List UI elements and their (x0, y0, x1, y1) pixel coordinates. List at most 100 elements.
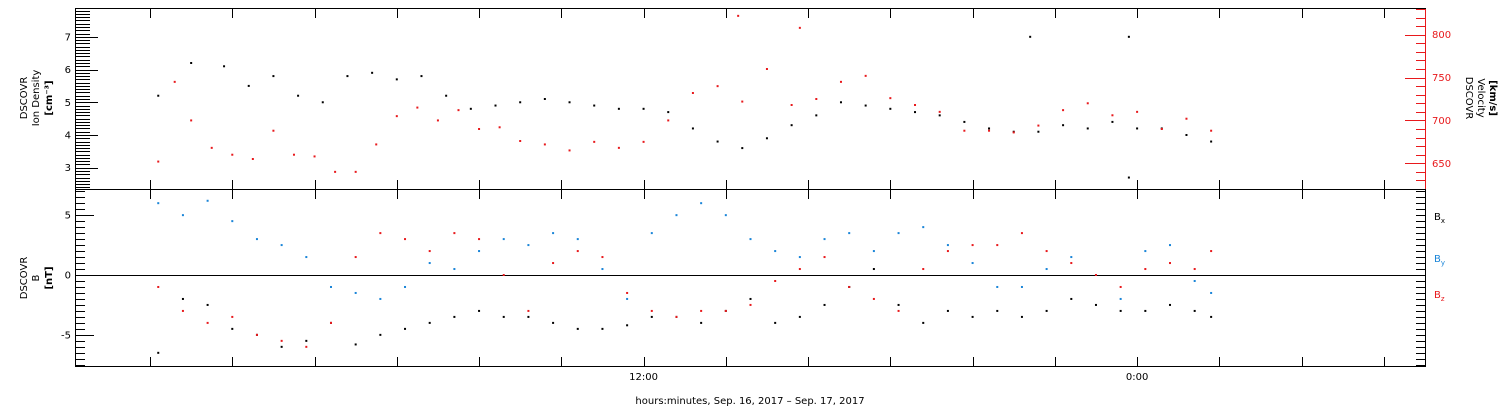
bx-point (1119, 309, 1122, 312)
velocity-point (292, 153, 295, 156)
bx-point (206, 303, 209, 306)
plasma-ylabel-left-line1: DSCOVR (19, 77, 30, 120)
plasma-ylabel-right-line2: Velocity (1475, 78, 1486, 117)
x-tick-label: 12:00 (629, 372, 658, 383)
velocity-point (498, 126, 501, 129)
bx-point (749, 297, 752, 300)
bx-point (576, 327, 579, 330)
velocity-point (1111, 114, 1114, 117)
bx-point (626, 324, 629, 327)
legend-bx: Bx (1434, 212, 1445, 225)
field-ylabel-line1: DSCOVR (19, 257, 30, 300)
data-points (157, 14, 1213, 354)
density-point (1111, 120, 1114, 123)
by-point (724, 214, 727, 217)
velocity-point (1037, 124, 1040, 127)
by-point (848, 232, 851, 235)
density-point (1062, 124, 1065, 127)
by-point (428, 262, 431, 265)
density-point (543, 98, 546, 100)
bz-point (404, 238, 407, 241)
by-point (576, 238, 579, 241)
y-tick-label-left: 3 (65, 163, 71, 174)
by-point (305, 256, 308, 259)
density-point (223, 65, 226, 68)
bz-point (478, 238, 481, 241)
bz-point (329, 321, 332, 324)
velocity-point (889, 97, 892, 100)
velocity-point (519, 140, 522, 142)
density-point (157, 94, 160, 97)
density-point (1086, 127, 1089, 130)
spike-point (1127, 176, 1130, 179)
bz-point (1144, 268, 1147, 271)
spike-point (1127, 35, 1130, 38)
by-point (798, 256, 801, 259)
bx-point (601, 327, 604, 330)
velocity-point (173, 80, 176, 83)
density-point (889, 107, 892, 110)
velocity-point (395, 115, 398, 118)
velocity-point (436, 119, 439, 122)
bx-point (157, 351, 160, 354)
bx-point (231, 327, 234, 330)
bz-point (157, 285, 160, 288)
y-tick-label: -5 (61, 330, 71, 341)
field-ylabel-line3: [nT] (44, 266, 55, 289)
bx-point (971, 315, 974, 318)
velocity-point (593, 140, 596, 143)
by-point (1210, 291, 1213, 294)
density-point (864, 104, 867, 107)
x-tick-label: 0:00 (1126, 372, 1148, 383)
by-point (946, 244, 949, 247)
by-point (354, 291, 357, 294)
by-point (774, 250, 777, 253)
by-point (922, 226, 925, 229)
velocity-point (568, 149, 571, 152)
y-tick-label: 5 (65, 211, 71, 222)
velocity-point (1210, 129, 1213, 132)
bx-point (1144, 309, 1147, 312)
velocity-point (1185, 117, 1188, 120)
bz-point (749, 303, 752, 306)
plasma-ylabel-left-line3: [cm⁻³] (44, 80, 55, 115)
velocity-point (741, 100, 744, 103)
by-point (700, 202, 703, 205)
density-point (568, 101, 571, 104)
by-point (1144, 250, 1147, 253)
legend: Bx By Bz (1434, 212, 1445, 303)
bx-point (478, 309, 481, 312)
plasma-ylabel-right-line3: [km/s] (1487, 80, 1498, 116)
bx-point (354, 343, 357, 346)
density-point (963, 120, 966, 123)
bz-point (650, 309, 653, 312)
bz-point (1210, 250, 1213, 253)
field-panel-frame (75, 189, 1426, 367)
bz-point (1193, 268, 1196, 271)
density-point (691, 127, 694, 130)
bz-point (626, 291, 629, 294)
bz-point (502, 274, 505, 277)
bz-point (774, 279, 777, 282)
velocity-point (864, 74, 867, 77)
by-point (996, 285, 999, 288)
bx-point (527, 315, 530, 318)
y-tick-label-right: 750 (1432, 73, 1451, 84)
field-ylabel-line2: B (31, 274, 42, 281)
bx-point (1193, 309, 1196, 312)
by-point (749, 238, 752, 241)
by-point (650, 232, 653, 235)
velocity-point (815, 98, 818, 100)
density-point (815, 114, 818, 117)
velocity-point (938, 110, 941, 113)
density-point (839, 101, 842, 104)
bx-point (650, 315, 653, 318)
by-point (453, 268, 456, 271)
velocity-point (416, 106, 419, 109)
bz-point (1020, 232, 1023, 235)
density-point (1037, 130, 1040, 133)
density-point (190, 62, 193, 64)
by-point (255, 238, 258, 241)
by-point (329, 285, 332, 288)
by-point (897, 232, 900, 235)
